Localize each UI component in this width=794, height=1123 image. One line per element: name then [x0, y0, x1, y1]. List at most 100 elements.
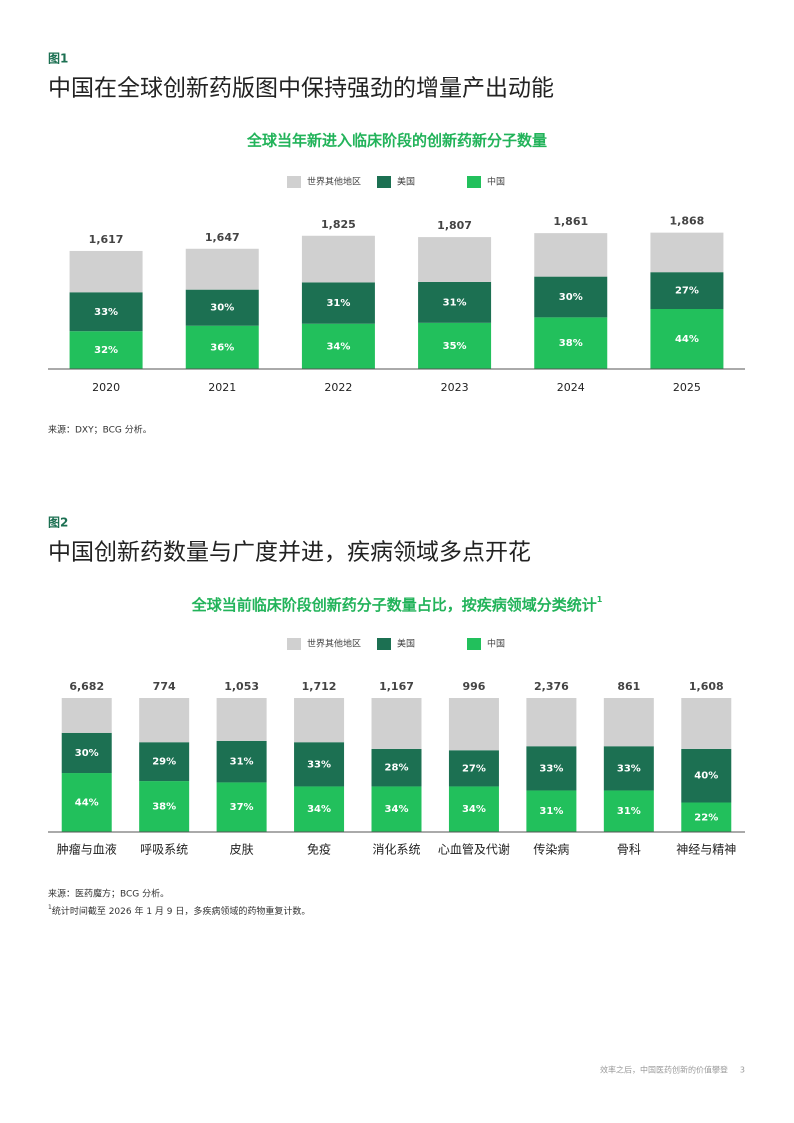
segment-label: 34% — [385, 804, 409, 815]
category-label: 2020 — [92, 381, 120, 394]
legend-swatch — [467, 176, 481, 188]
category-label: 2022 — [324, 381, 352, 394]
bar-segment — [301, 235, 375, 283]
legend-label: 世界其他地区 — [307, 638, 361, 650]
bar-segment — [216, 740, 267, 783]
bar-segment — [418, 281, 492, 323]
bar-segment — [301, 282, 375, 324]
bar-segment — [371, 698, 422, 749]
total-label: 1,167 — [379, 680, 414, 693]
bar-segment — [61, 732, 112, 774]
heading: 中国在全球创新药版图中保持强劲的增量产出动能 — [48, 76, 554, 102]
legend-label: 世界其他地区 — [307, 176, 361, 188]
source: 来源：医药魔方；BCG 分析。 — [48, 888, 169, 900]
segment-label: 38% — [559, 338, 583, 349]
note: 1统计时间截至 2026 年 1 月 9 日，多疾病领域的药物重复计数。 — [48, 904, 310, 917]
legend-swatch — [287, 638, 301, 650]
total-label: 774 — [153, 680, 176, 693]
bar-segment — [216, 698, 267, 741]
total-label: 1,861 — [553, 215, 588, 228]
segment-label: 40% — [694, 771, 718, 782]
bar-segment — [448, 750, 499, 787]
segment-label: 31% — [443, 297, 467, 308]
category-label: 免疫 — [307, 842, 331, 857]
title-note: 1 — [597, 595, 603, 604]
total-label: 1,868 — [670, 215, 705, 228]
page-number: 3 — [740, 1066, 745, 1075]
bar-segment — [526, 790, 577, 832]
bar-segment — [139, 742, 190, 782]
bar-segment — [650, 232, 724, 273]
segment-label: 30% — [75, 748, 99, 759]
total-label: 1,712 — [302, 680, 337, 693]
bar-segment — [603, 790, 654, 832]
bar-segment — [301, 323, 375, 369]
category-label: 骨科 — [617, 843, 641, 857]
legend-swatch — [287, 176, 301, 188]
category-label: 传染病 — [533, 842, 569, 857]
total-label: 1,608 — [689, 680, 724, 693]
bar-segment — [371, 786, 422, 832]
note-mark: 1 — [48, 904, 52, 911]
title-text: 全球当前临床阶段创新药分子数量占比，按疾病领域分类统计 — [191, 596, 597, 614]
legend-label: 中国 — [487, 638, 505, 650]
bar-segment — [534, 317, 608, 369]
bar-segment — [139, 698, 190, 743]
bar-segment — [526, 698, 577, 747]
bar-segment — [603, 698, 654, 747]
footer-text: 效率之后，中国医药创新的价值攀登 — [600, 1065, 728, 1075]
segment-label: 32% — [94, 345, 118, 356]
bar-segment — [371, 748, 422, 787]
total-label: 1,617 — [89, 233, 124, 246]
segment-label: 33% — [94, 307, 118, 318]
segment-label: 33% — [617, 763, 641, 774]
bar-segment — [69, 250, 143, 293]
bar-segment — [534, 233, 608, 277]
bar-segment — [294, 786, 345, 832]
total-label: 1,825 — [321, 218, 356, 231]
legend-swatch — [467, 638, 481, 650]
category-label: 神经与精神 — [676, 843, 736, 857]
bar-segment — [216, 782, 267, 832]
segment-label: 31% — [617, 806, 641, 817]
bar-segment — [294, 698, 345, 743]
category-label: 2021 — [208, 381, 236, 394]
heading: 中国创新药数量与广度并进，疾病领域多点开花 — [48, 540, 531, 566]
segment-label: 33% — [539, 763, 563, 774]
segment-label: 34% — [307, 804, 331, 815]
bar-segment — [69, 331, 143, 369]
source: 来源：DXY；BCG 分析。 — [48, 424, 152, 436]
category-label: 肿瘤与血液 — [57, 842, 117, 857]
category-label: 消化系统 — [372, 843, 420, 857]
bar-segment — [650, 272, 724, 309]
segment-label: 35% — [443, 341, 467, 352]
total-label: 1,647 — [205, 231, 240, 244]
total-label: 2,376 — [534, 680, 569, 693]
bar-segment — [650, 308, 724, 369]
legend-label: 中国 — [487, 176, 505, 188]
bar-segment — [534, 276, 608, 318]
bar-segment — [681, 802, 732, 832]
total-label: 996 — [462, 680, 485, 693]
segment-label: 27% — [462, 763, 486, 774]
bar-segment — [294, 742, 345, 787]
segment-label: 31% — [230, 757, 254, 768]
segment-label: 31% — [539, 806, 563, 817]
segment-label: 22% — [694, 812, 718, 823]
segment-label: 30% — [559, 292, 583, 303]
bar-segment — [185, 289, 259, 326]
segment-label: 37% — [230, 802, 254, 813]
segment-label: 44% — [75, 798, 99, 809]
segment-label: 27% — [675, 286, 699, 297]
segment-label: 29% — [152, 757, 176, 768]
category-label: 呼吸系统 — [140, 843, 188, 857]
total-label: 1,807 — [437, 219, 472, 232]
note-text: 统计时间截至 2026 年 1 月 9 日，多疾病领域的药物重复计数。 — [52, 905, 311, 917]
segment-label: 34% — [462, 804, 486, 815]
segment-label: 31% — [326, 298, 350, 309]
category-label: 2025 — [673, 381, 701, 394]
bar-segment — [61, 773, 112, 832]
bar-segment — [185, 325, 259, 369]
figure-label: 图1 — [48, 52, 68, 66]
